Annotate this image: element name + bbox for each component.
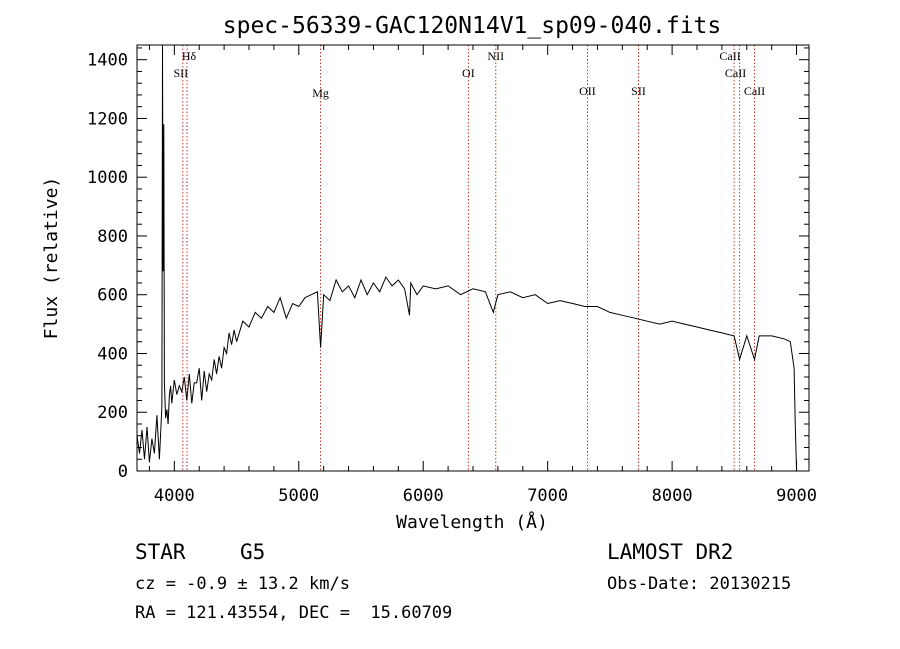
- spectral-line-label: OI: [462, 66, 475, 80]
- redshift-velocity-text: cz = -0.9 ± 13.2 km/s: [135, 574, 350, 594]
- object-subclass-text: G5: [240, 540, 266, 564]
- line-label-layer: Hδ SII Mg OI NII OII SII CaII CaII CaII: [173, 49, 765, 100]
- spectral-line-label: CaII: [725, 66, 746, 80]
- y-tick-label: 0: [118, 462, 128, 482]
- y-tick-label: 200: [97, 403, 128, 423]
- coordinates-text: RA = 121.43554, DEC = 15.60709: [135, 603, 453, 623]
- object-subclass: G5: [240, 540, 265, 564]
- observation-date: Obs-Date: 20130215: [607, 574, 791, 594]
- x-tick-label: 4000: [154, 486, 195, 506]
- spectrum-series-line: [136, 44, 798, 472]
- spectral-line-label: CaII: [744, 84, 765, 98]
- object-class: STAR: [135, 540, 186, 564]
- spectral-line-label: CaII: [719, 49, 740, 63]
- axis-tick-labels: 4000 5000 6000 7000 8000 9000 0 200 400 600 800 100…: [87, 51, 817, 506]
- spectral-line-label: Hδ: [182, 49, 197, 63]
- plot-frame: [136, 44, 810, 472]
- y-tick-label: 600: [97, 286, 128, 306]
- object-class-text: STAR: [135, 540, 186, 564]
- spectral-line-label: Mg: [312, 86, 329, 100]
- y-tick-label: 800: [97, 227, 128, 247]
- y-axis-label: Flux (relative): [41, 177, 62, 340]
- line-marker-layer: [182, 45, 755, 471]
- survey-name: LAMOST DR2: [607, 540, 733, 564]
- x-tick-label: 7000: [527, 486, 568, 506]
- y-tick-label: 1000: [87, 168, 128, 188]
- x-tick-label: 5000: [278, 486, 319, 506]
- spectral-line-label: NII: [487, 49, 504, 63]
- x-tick-label: 9000: [776, 486, 817, 506]
- y-tick-label: 1400: [87, 51, 128, 71]
- redshift-velocity: cz = -0.9 ± 13.2 km/s: [135, 574, 350, 594]
- coordinates: RA = 121.43554, DEC = 15.60709: [135, 603, 452, 623]
- y-tick-label: 400: [97, 344, 128, 364]
- spectral-line-label: SII: [631, 84, 646, 98]
- survey-name-text: LAMOST DR2: [607, 540, 734, 564]
- chart-title: spec-56339-GAC120N14V1_sp09-040.fits: [223, 13, 722, 39]
- x-axis-label: Wavelength (Å): [396, 511, 548, 533]
- x-tick-label: 6000: [403, 486, 444, 506]
- spectral-line-label: SII: [173, 66, 188, 80]
- x-tick-label: 8000: [652, 486, 693, 506]
- axis-ticks: [137, 45, 809, 472]
- y-tick-label: 1200: [87, 109, 128, 129]
- spectral-line-label: OII: [579, 84, 596, 98]
- observation-date-text: Obs-Date: 20130215: [607, 574, 792, 594]
